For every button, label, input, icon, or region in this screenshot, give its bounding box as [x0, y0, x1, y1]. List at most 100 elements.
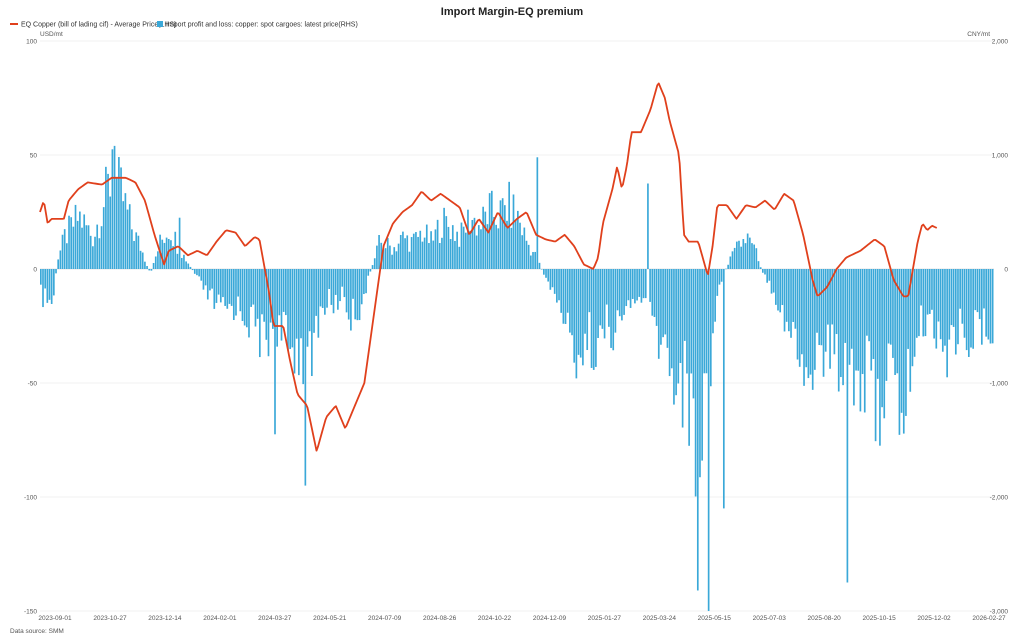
import-profit-bar: [785, 269, 788, 322]
import-profit-bar: [618, 269, 621, 317]
import-profit-bar: [946, 269, 948, 378]
import-profit-bar: [72, 226, 75, 269]
import-profit-bar: [70, 217, 73, 269]
import-profit-bar: [809, 269, 812, 375]
import-profit-bar: [503, 205, 506, 269]
import-profit-bar: [40, 269, 42, 285]
import-profit-bar: [811, 269, 814, 390]
import-profit-bar: [321, 269, 324, 308]
import-profit-bar: [883, 269, 886, 419]
import-profit-bar: [137, 235, 140, 269]
import-profit-bar: [224, 269, 226, 306]
import-profit-bar: [48, 269, 51, 300]
left-tick-label: 100: [26, 39, 37, 46]
import-profit-bar: [245, 269, 248, 328]
import-profit-bar: [614, 269, 617, 333]
import-profit-bar: [265, 269, 268, 340]
import-profit-bar: [94, 236, 96, 269]
import-profit-bar: [464, 232, 467, 269]
import-profit-bar: [857, 269, 860, 371]
import-profit-bar: [124, 193, 127, 269]
import-profit-bar: [866, 269, 868, 336]
x-tick-label: 2024-10-22: [478, 615, 512, 622]
import-profit-bar: [176, 253, 179, 269]
import-profit-bar: [629, 269, 632, 308]
import-profit-bar: [577, 269, 580, 355]
import-profit-bar: [332, 269, 335, 314]
import-profit-bar: [230, 269, 233, 306]
import-profit-bar: [716, 269, 719, 296]
import-profit-bar: [575, 269, 578, 379]
import-profit-bar: [933, 269, 935, 339]
import-profit-bar: [376, 245, 378, 269]
import-profit-bar: [844, 269, 847, 343]
import-profit-bar: [549, 269, 552, 290]
import-profit-bar: [922, 269, 925, 337]
import-profit-bar: [443, 207, 445, 269]
import-profit-bar: [794, 269, 797, 329]
import-profit-bar: [76, 220, 79, 269]
x-tick-label: 2025-08-20: [808, 615, 842, 622]
import-profit-bar: [100, 226, 103, 269]
import-profit-bar: [766, 269, 769, 283]
import-profit-bar: [889, 269, 892, 345]
import-profit-bar: [735, 241, 738, 269]
import-profit-bar: [798, 269, 801, 367]
import-profit-bar: [219, 269, 222, 303]
import-profit-bar: [831, 269, 834, 325]
import-profit-bar: [337, 269, 339, 310]
import-profit-bar: [291, 269, 294, 348]
import-profit-bar: [833, 269, 836, 355]
import-profit-bar: [367, 269, 370, 276]
import-profit-bar: [692, 269, 695, 399]
legend-line-label: EQ Copper (bill of lading cif) - Average…: [21, 22, 177, 29]
import-profit-bar: [584, 269, 586, 334]
import-profit-bar: [855, 269, 857, 371]
import-profit-bar: [328, 269, 331, 290]
import-profit-bar: [599, 269, 602, 326]
left-tick-label: 50: [30, 153, 38, 160]
import-profit-bar: [556, 269, 558, 303]
import-profit-bar: [824, 269, 827, 352]
import-profit-bar: [274, 269, 276, 435]
x-tick-label: 2025-07-03: [753, 615, 787, 622]
import-profit-bar: [779, 269, 782, 313]
import-profit-bar: [506, 220, 508, 269]
import-profit-bar: [649, 269, 651, 302]
import-profit-bar: [347, 269, 350, 320]
import-profit-bar: [625, 269, 628, 307]
import-profit-bar: [467, 209, 469, 269]
import-profit-bar: [540, 269, 543, 270]
import-profit-bar: [664, 269, 667, 335]
import-profit-bar: [647, 183, 649, 269]
import-profit-bar: [172, 246, 174, 269]
x-tick-label: 2025-12-02: [917, 615, 951, 622]
import-profit-bar: [759, 267, 762, 269]
import-profit-bar: [709, 269, 712, 387]
import-profit-bar: [358, 269, 361, 321]
import-profit-bar: [768, 269, 771, 281]
right-tick-label: 2,000: [992, 39, 1009, 46]
import-profit-bar: [44, 269, 47, 289]
import-profit-bar: [139, 250, 142, 269]
import-profit-bar: [941, 269, 944, 352]
import-profit-bar: [144, 261, 146, 269]
import-profit-bar: [714, 269, 716, 322]
import-profit-bar: [423, 237, 426, 269]
import-profit-bar: [404, 238, 406, 269]
import-profit-bar: [939, 269, 942, 340]
import-profit-bar: [848, 269, 851, 365]
import-profit-bar: [63, 229, 66, 269]
import-profit-bar: [402, 231, 404, 269]
import-profit-bar: [406, 235, 409, 269]
import-profit-bar: [911, 269, 914, 367]
import-profit-bar: [551, 269, 554, 288]
import-profit-bar: [931, 269, 933, 310]
import-profit-bar: [926, 269, 929, 315]
import-profit-bar: [261, 269, 263, 315]
import-profit-bar: [913, 269, 916, 357]
import-profit-bar: [512, 194, 515, 269]
import-profit-bar: [818, 269, 821, 346]
import-profit-bar: [128, 204, 131, 269]
import-profit-bar: [79, 211, 81, 269]
